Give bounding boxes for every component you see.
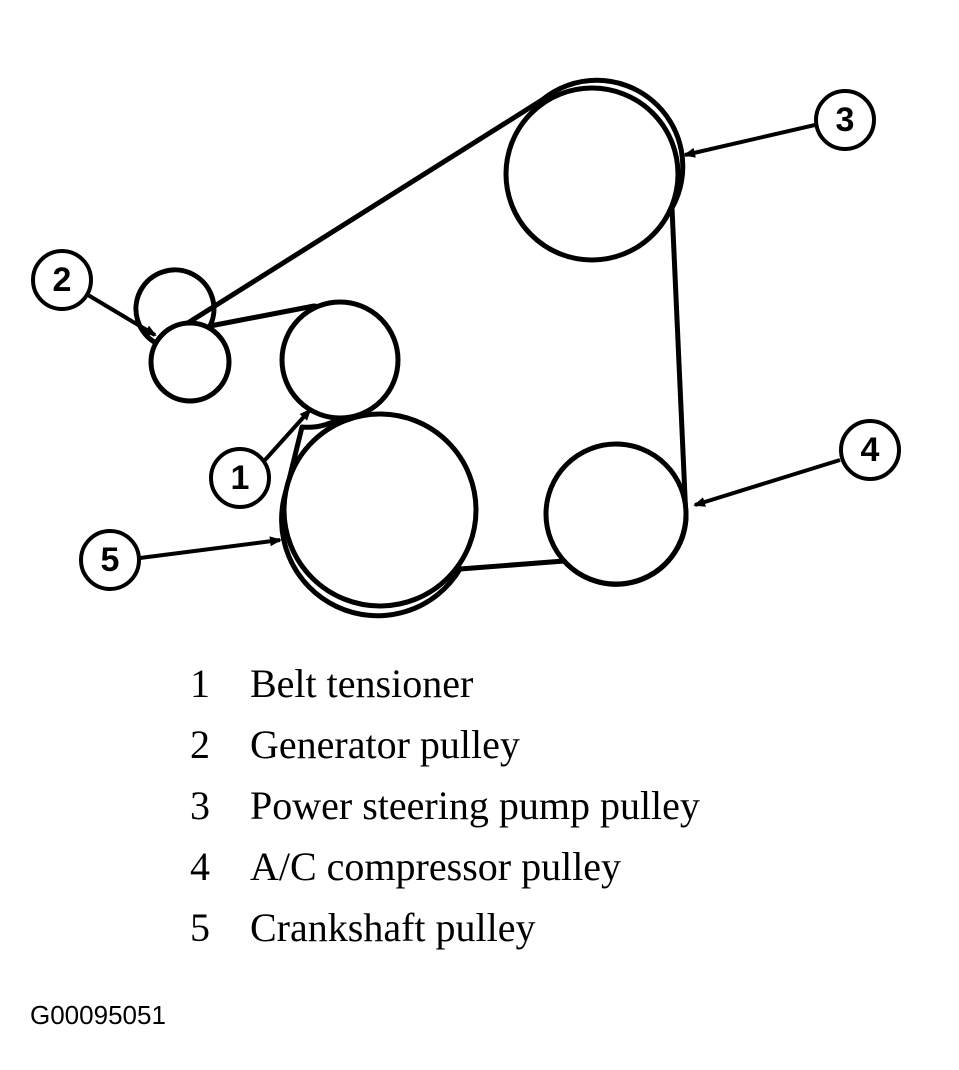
legend: 1 Belt tensioner 2 Generator pulley 3 Po… [190, 660, 700, 965]
callout-arrow-4 [695, 460, 840, 505]
legend-num-2: 2 [190, 721, 250, 768]
pulley-1 [282, 302, 398, 418]
legend-label-3: Power steering pump pulley [250, 782, 700, 829]
pulley-2 [151, 323, 229, 401]
legend-row: 3 Power steering pump pulley [190, 782, 700, 829]
pulleys [151, 88, 686, 606]
pulley-5 [284, 414, 476, 606]
legend-label-4: A/C compressor pulley [250, 843, 621, 890]
legend-row: 4 A/C compressor pulley [190, 843, 700, 890]
legend-row: 2 Generator pulley [190, 721, 700, 768]
legend-label-1: Belt tensioner [250, 660, 473, 707]
footer-code: G00095051 [30, 1000, 166, 1031]
legend-num-4: 4 [190, 843, 250, 890]
callout-number-1: 1 [231, 459, 250, 497]
legend-num-1: 1 [190, 660, 250, 707]
callout-number-5: 5 [101, 541, 120, 579]
legend-label-5: Crankshaft pulley [250, 904, 536, 951]
callout-arrow-3 [685, 125, 815, 155]
legend-num-3: 3 [190, 782, 250, 829]
callout-number-2: 2 [53, 261, 72, 299]
legend-label-2: Generator pulley [250, 721, 520, 768]
pulley-3 [506, 88, 678, 260]
legend-row: 1 Belt tensioner [190, 660, 700, 707]
legend-row: 5 Crankshaft pulley [190, 904, 700, 951]
callout-number-4: 4 [861, 431, 880, 469]
callout-arrow-2 [88, 295, 155, 335]
page: 1 2 3 4 5 1 Belt tensioner 2 Generator pulle… [0, 0, 959, 1070]
legend-num-5: 5 [190, 904, 250, 951]
callout-arrow-5 [140, 540, 280, 558]
pulley-4 [546, 444, 686, 584]
callout-number-3: 3 [836, 101, 855, 139]
